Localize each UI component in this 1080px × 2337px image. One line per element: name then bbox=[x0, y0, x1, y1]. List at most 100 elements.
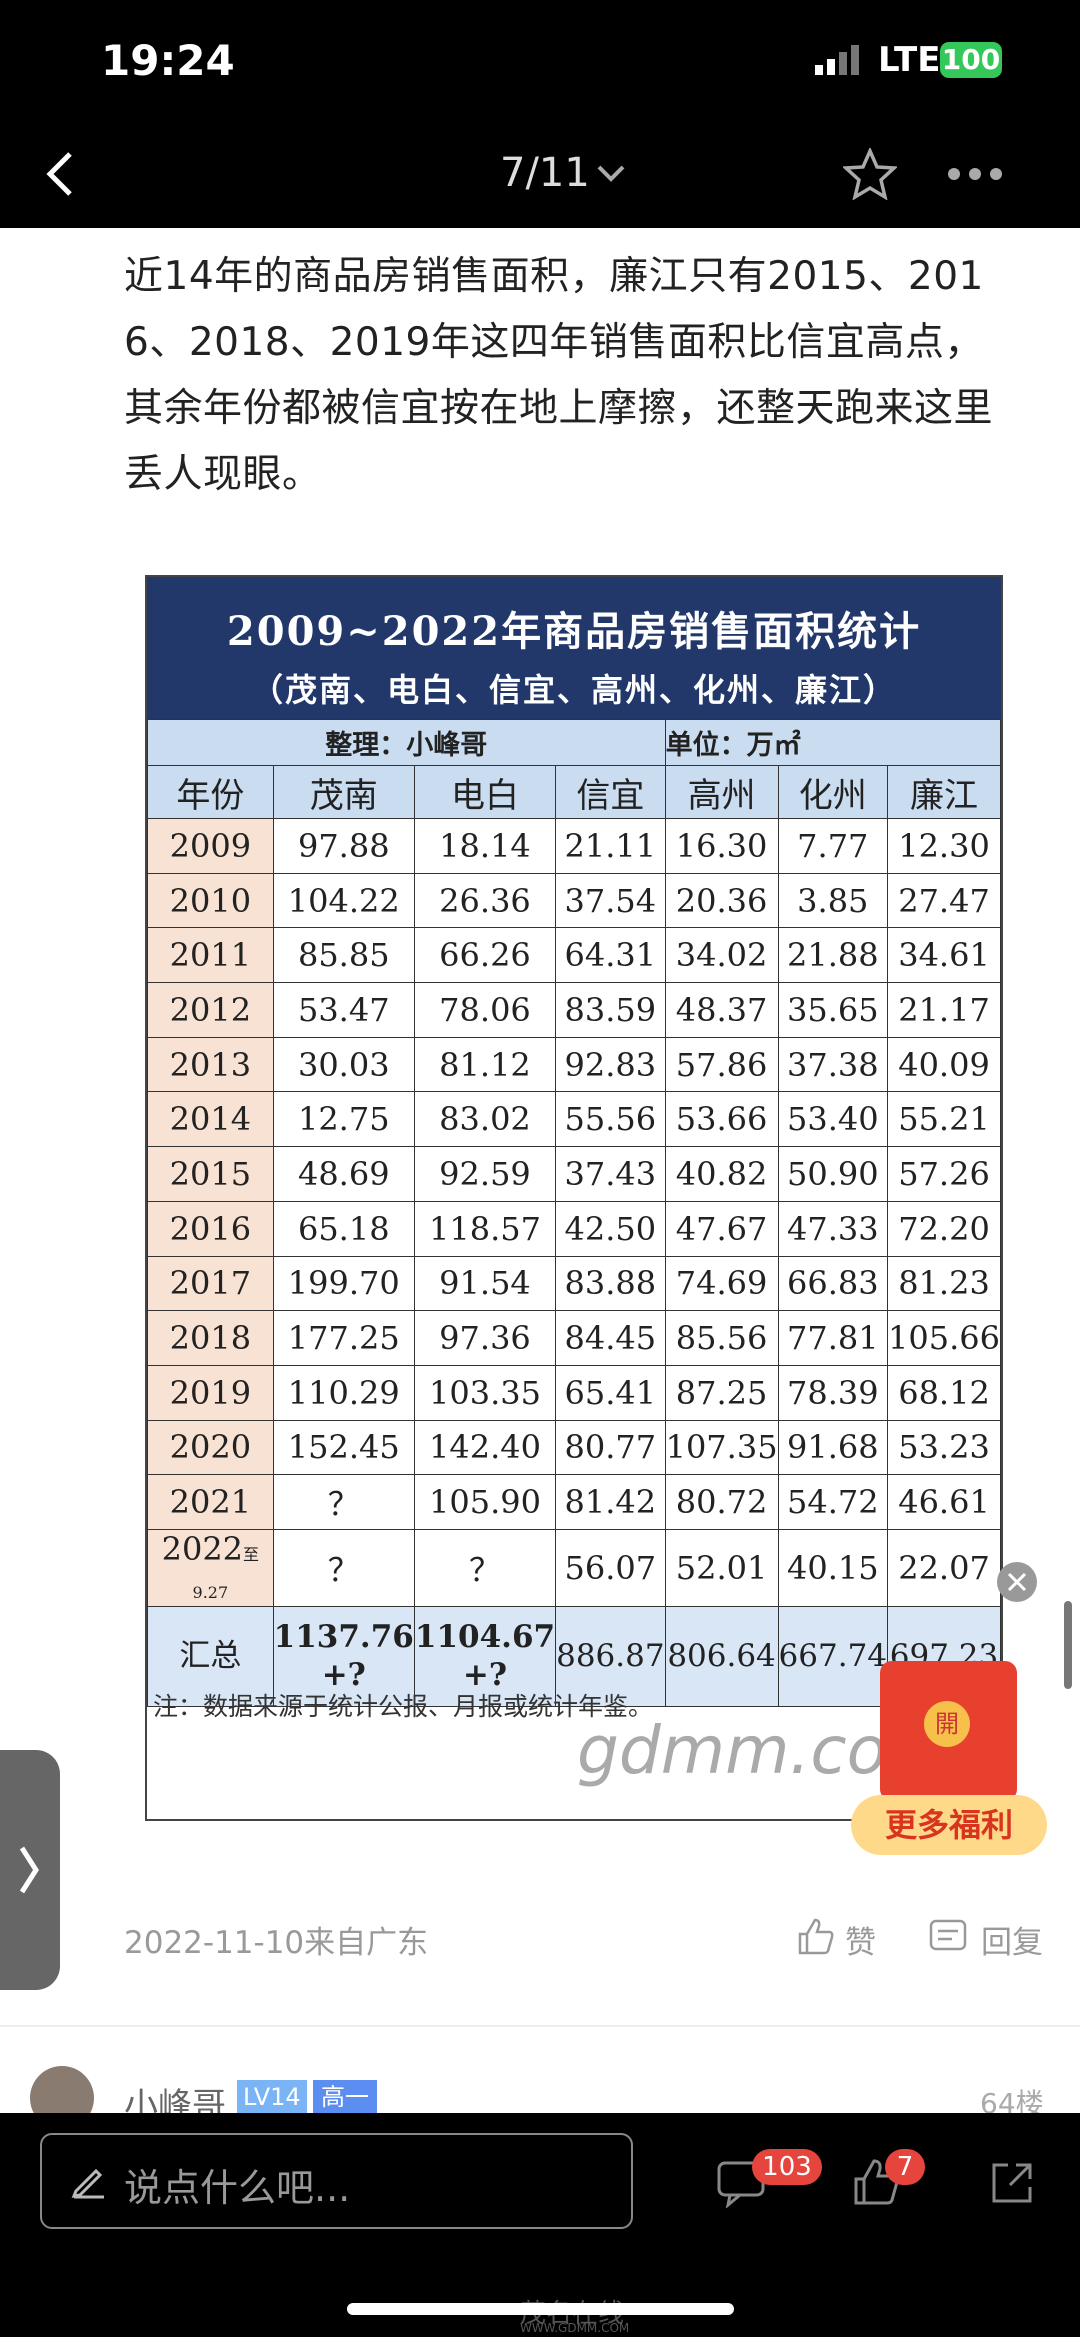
home-indicator bbox=[347, 2303, 734, 2315]
comments-count: 103 bbox=[752, 2149, 822, 2185]
value-cell: 72.20 bbox=[887, 1200, 1001, 1257]
value-cell: 177.25 bbox=[272, 1310, 415, 1366]
comment-input[interactable]: 说点什么吧... bbox=[40, 2133, 633, 2229]
year-cell: 2011 bbox=[147, 927, 274, 984]
value-cell: ？ bbox=[272, 1528, 415, 1607]
value-cell: 92.83 bbox=[555, 1036, 666, 1093]
value-cell: 105.66 bbox=[887, 1310, 1001, 1366]
value-cell: 3.85 bbox=[777, 872, 889, 929]
value-cell: 85.56 bbox=[664, 1310, 779, 1366]
value-cell: 152.45 bbox=[272, 1419, 415, 1476]
value-cell: 16.30 bbox=[664, 818, 779, 874]
data-row: 2020 152.45 142.40 80.77 107.35 91.68 53.23 bbox=[147, 1419, 1001, 1476]
value-cell: 53.47 bbox=[272, 982, 415, 1038]
value-cell: 81.23 bbox=[887, 1255, 1001, 1312]
value-cell: 57.26 bbox=[887, 1146, 1001, 1202]
value-cell: ？ bbox=[413, 1528, 557, 1607]
value-cell: 52.01 bbox=[664, 1528, 779, 1607]
unit: 单位：万㎡ bbox=[664, 719, 1002, 766]
value-cell: 66.83 bbox=[777, 1255, 889, 1312]
value-cell: 97.36 bbox=[413, 1310, 557, 1366]
data-row: 2011 85.85 66.26 64.31 34.02 21.88 34.61 bbox=[147, 927, 1001, 984]
data-row: 2013 30.03 81.12 92.83 57.86 37.38 40.09 bbox=[147, 1036, 1001, 1093]
value-cell: 65.41 bbox=[555, 1364, 666, 1421]
value-cell: 48.37 bbox=[664, 982, 779, 1038]
bottom-bar: 说点什么吧... 103 7 茂名在线 WWW.GDMM.COM bbox=[0, 2113, 1080, 2337]
value-cell: 21.17 bbox=[887, 982, 1001, 1038]
compiler: 整理：小峰哥 bbox=[147, 719, 666, 766]
page-indicator[interactable]: 7/11 bbox=[500, 150, 590, 196]
more-button[interactable] bbox=[945, 165, 1005, 183]
battery: 100 bbox=[940, 42, 1002, 78]
side-handle[interactable] bbox=[0, 1750, 60, 1990]
promo-button[interactable]: 更多福利 bbox=[851, 1795, 1047, 1855]
year-cell: 2009 bbox=[147, 818, 274, 874]
network: LTE bbox=[878, 40, 941, 80]
value-cell: 18.14 bbox=[413, 818, 557, 874]
value-cell: ？ bbox=[272, 1474, 415, 1530]
logo-url: WWW.GDMM.COM bbox=[520, 2321, 630, 2335]
value-cell: 12.30 bbox=[887, 818, 1001, 874]
year-cell: 2016 bbox=[147, 1200, 274, 1257]
total-line: +? bbox=[462, 1657, 508, 1694]
date-note: 至9.27 bbox=[192, 1544, 260, 1602]
data-row: 2016 65.18 118.57 42.50 47.67 47.33 72.20 bbox=[147, 1200, 1001, 1257]
value-cell: 103.35 bbox=[413, 1364, 557, 1421]
value-cell: 55.21 bbox=[887, 1091, 1001, 1148]
value-cell: 37.54 bbox=[555, 872, 666, 929]
value-cell: 40.82 bbox=[664, 1146, 779, 1202]
value-cell: 47.33 bbox=[777, 1200, 889, 1257]
value-cell: 27.47 bbox=[887, 872, 1001, 929]
value-cell: 107.35 bbox=[664, 1419, 779, 1476]
level-badge: LV14 bbox=[237, 2080, 307, 2114]
header-cell: 廉江 bbox=[887, 765, 1001, 819]
value-cell: 81.42 bbox=[555, 1474, 666, 1530]
value-cell: 78.39 bbox=[777, 1364, 889, 1421]
image-subtitle: （茂南、电白、信宜、高州、化州、廉江） bbox=[250, 671, 897, 709]
back-button[interactable] bbox=[40, 150, 80, 200]
value-cell: 55.56 bbox=[555, 1091, 666, 1148]
value-cell: 20.36 bbox=[664, 872, 779, 929]
value-cell: 12.75 bbox=[272, 1091, 415, 1148]
data-row: 2014 12.75 83.02 55.56 53.66 53.40 55.21 bbox=[147, 1091, 1001, 1148]
scrollbar bbox=[1064, 1601, 1072, 1689]
favorite-button[interactable] bbox=[843, 148, 897, 200]
year-cell: 2013 bbox=[147, 1036, 274, 1093]
year-cell: 2022至9.27 bbox=[147, 1528, 274, 1607]
value-cell: 53.66 bbox=[664, 1091, 779, 1148]
like-icon[interactable] bbox=[796, 1916, 836, 1956]
reply-icon[interactable] bbox=[928, 1918, 968, 1958]
grade-badge: 高一 bbox=[313, 2080, 377, 2114]
value-cell: 57.86 bbox=[664, 1036, 779, 1093]
reply-button[interactable]: 回复 bbox=[981, 1925, 1043, 1961]
header-cell: 化州 bbox=[777, 765, 889, 819]
total-line: +? bbox=[321, 1657, 366, 1694]
value-cell: 37.43 bbox=[555, 1146, 666, 1202]
value-cell: 80.72 bbox=[664, 1474, 779, 1530]
share-icon[interactable] bbox=[988, 2159, 1036, 2207]
value-cell: 30.03 bbox=[272, 1036, 415, 1093]
value-cell: 46.61 bbox=[887, 1474, 1001, 1530]
value-cell: 83.02 bbox=[413, 1091, 557, 1148]
coin: 開 bbox=[924, 1701, 970, 1747]
value-cell: 56.07 bbox=[555, 1528, 666, 1607]
value-cell: 84.45 bbox=[555, 1310, 666, 1366]
value-cell: 66.26 bbox=[413, 927, 557, 984]
image-header: 2009~2022年商品房销售面积统计 （茂南、电白、信宜、高州、化州、廉江） bbox=[147, 577, 1001, 719]
close-button[interactable] bbox=[996, 1561, 1038, 1603]
post-date: 2022-11-10来自广东 bbox=[124, 1925, 429, 1961]
total-cell: 1137.76 +? bbox=[272, 1605, 415, 1707]
year-cell: 2015 bbox=[147, 1146, 274, 1202]
post-image[interactable]: 2009~2022年商品房销售面积统计 （茂南、电白、信宜、高州、化州、廉江） … bbox=[145, 575, 1003, 1821]
like-button[interactable]: 赞 bbox=[845, 1925, 876, 1961]
total-line: 1137.76 bbox=[273, 1619, 414, 1656]
total-cell: 886.87 bbox=[555, 1605, 666, 1707]
dropdown[interactable] bbox=[596, 162, 626, 186]
year-cell: 2020 bbox=[147, 1419, 274, 1476]
value-cell: 22.07 bbox=[887, 1528, 1001, 1607]
year-cell: 2010 bbox=[147, 872, 274, 929]
post-text: 近14年的商品房销售面积，廉江只有2015、2016、2018、2019年这四年… bbox=[124, 254, 994, 497]
note: 注：数据来源于统计公报、月报或统计年鉴。 bbox=[153, 1692, 654, 1721]
placeholder: 说点什么吧... bbox=[124, 2166, 351, 2210]
value-cell: 77.81 bbox=[777, 1310, 889, 1366]
